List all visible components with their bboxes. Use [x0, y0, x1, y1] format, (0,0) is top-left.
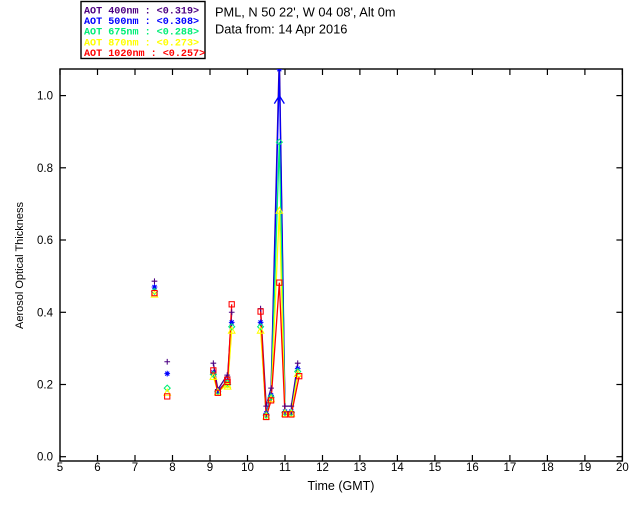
svg-text:Data from: 14 Apr 2016: Data from: 14 Apr 2016	[215, 22, 347, 37]
svg-text:0.6: 0.6	[37, 235, 53, 247]
svg-text:9: 9	[207, 462, 213, 474]
svg-text:Aerosol Optical Thickness: Aerosol Optical Thickness	[14, 202, 26, 329]
svg-text:0.8: 0.8	[37, 163, 53, 175]
svg-text:7: 7	[132, 462, 138, 474]
svg-text:16: 16	[466, 462, 479, 474]
svg-text:17: 17	[504, 462, 517, 474]
svg-text:AOT 400nm : <0.319>: AOT 400nm : <0.319>	[84, 6, 199, 17]
svg-text:AOT 500nm : <0.308>: AOT 500nm : <0.308>	[84, 17, 199, 28]
svg-text:0.0: 0.0	[37, 452, 53, 464]
svg-text:8: 8	[169, 462, 175, 474]
svg-text:14: 14	[391, 462, 404, 474]
svg-text:18: 18	[541, 462, 554, 474]
svg-text:1.0: 1.0	[37, 91, 53, 103]
svg-text:19: 19	[579, 462, 592, 474]
svg-text:AOT 1020nm : <0.257>: AOT 1020nm : <0.257>	[84, 49, 205, 60]
svg-text:AOT 675nm : <0.288>: AOT 675nm : <0.288>	[84, 28, 199, 39]
svg-text:PML, N 50 22', W 04 08', Alt 0: PML, N 50 22', W 04 08', Alt 0m	[215, 4, 396, 19]
svg-text:20: 20	[616, 462, 629, 474]
svg-text:13: 13	[354, 462, 367, 474]
svg-text:15: 15	[429, 462, 442, 474]
svg-text:6: 6	[94, 462, 100, 474]
svg-text:11: 11	[279, 462, 291, 474]
svg-text:Time (GMT): Time (GMT)	[308, 479, 375, 493]
svg-text:5: 5	[57, 462, 63, 474]
svg-text:10: 10	[241, 462, 254, 474]
svg-text:12: 12	[316, 462, 329, 474]
svg-text:AOT 870nm : <0.273>: AOT 870nm : <0.273>	[84, 38, 199, 49]
svg-text:0.4: 0.4	[37, 307, 54, 319]
svg-text:0.2: 0.2	[37, 380, 53, 392]
